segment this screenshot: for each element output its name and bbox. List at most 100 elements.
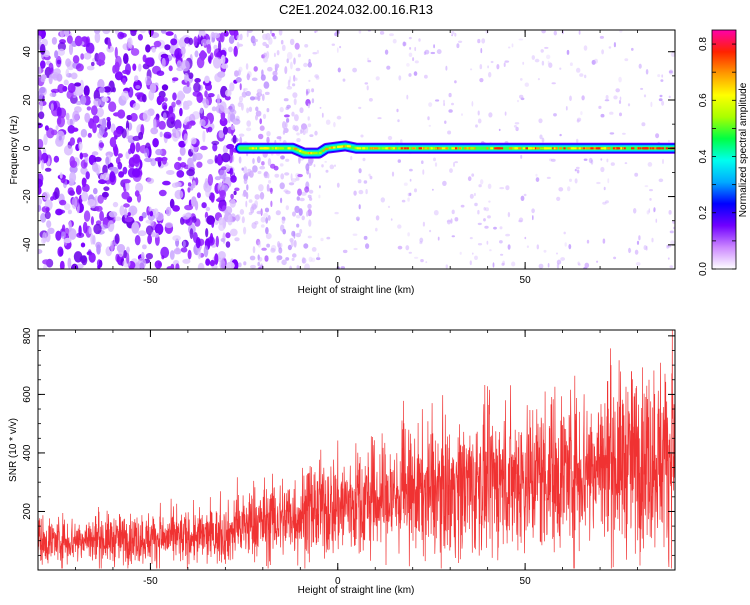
- spectrogram-speckle: [420, 259, 424, 263]
- spectrogram-speckle: [295, 67, 301, 72]
- snr-plot-area: [38, 330, 675, 569]
- spectrogram-speckle: [281, 259, 287, 266]
- spectrogram-speckle: [236, 34, 242, 41]
- spectrogram-speckle: [461, 113, 463, 116]
- spectrogram-speckle: [308, 79, 311, 82]
- spectrogram-speckle: [249, 96, 256, 101]
- snr-x-label: Height of straight line (km): [298, 585, 415, 596]
- spectrogram-speckle: [265, 227, 269, 235]
- spectrogram-speckle: [294, 205, 300, 214]
- spectrogram-speckle: [58, 135, 62, 141]
- spectrogram-speckle: [584, 262, 590, 268]
- spectrogram-speckle: [225, 232, 231, 239]
- spectrogram-speckle: [260, 74, 266, 81]
- spectrogram-speckle: [496, 63, 500, 70]
- spectrogram-speckle: [539, 134, 543, 140]
- spectrogram-speckle: [94, 156, 102, 162]
- signal-band-core: [369, 147, 372, 150]
- spectrogram-speckle: [258, 184, 264, 192]
- spectrogram-speckle: [248, 106, 253, 113]
- spectrogram-speckle: [38, 248, 43, 255]
- spectrogram-speckle: [615, 88, 620, 93]
- spectrogram-speckle: [519, 94, 524, 99]
- spectrogram-speckle: [296, 132, 300, 136]
- spectrogram-speckle: [543, 249, 547, 253]
- spectrogram-speckle: [409, 192, 412, 196]
- spectrogram-speckle: [93, 187, 98, 195]
- snr-frame: [37, 329, 676, 571]
- snr-panel: -50 0 50 200 400 600 800 Height of straight l…: [8, 327, 676, 596]
- spectrogram-speckle: [295, 232, 301, 238]
- spectrogram-speckle: [368, 98, 373, 102]
- spectrogram-speckle: [548, 62, 553, 68]
- signal-band-core: [490, 147, 493, 150]
- spectrogram-speckle: [414, 46, 417, 52]
- spectrogram-speckle: [110, 123, 116, 133]
- spectrogram-speckle: [289, 265, 292, 269]
- spectrogram-speckle: [144, 157, 153, 163]
- spectrogram-speckle: [64, 30, 70, 37]
- spectrogram-speckle: [390, 218, 393, 221]
- spectrogram-speckle: [117, 153, 123, 159]
- spectrogram-speckle: [477, 38, 481, 44]
- spectrogram-speckle: [219, 169, 227, 180]
- spectrogram-speckle: [257, 95, 261, 102]
- spectrogram-speckle: [259, 118, 263, 125]
- signal-band-core: [641, 147, 645, 150]
- snr-series-line: [38, 330, 675, 569]
- spectrogram-speckle: [307, 103, 310, 109]
- spectrogram-speckle: [168, 105, 174, 115]
- spectrogram-speckle: [144, 147, 150, 158]
- signal-band-core: [464, 147, 468, 150]
- spectrogram-speckle: [38, 91, 43, 101]
- spectrogram-speckle: [258, 91, 262, 97]
- spectrogram-speckle: [281, 218, 285, 225]
- spectrogram-speckle: [454, 161, 459, 164]
- spectrogram-speckle: [230, 193, 234, 200]
- spectrogram-speckle: [291, 111, 295, 117]
- spectrogram-speckle: [292, 211, 296, 217]
- spectrogram-speckle: [270, 247, 276, 253]
- spectrogram-speckle: [122, 179, 131, 184]
- spectrogram-speckle: [233, 45, 238, 57]
- spectrogram-speckle: [134, 235, 141, 246]
- spectrogram-speckle: [261, 247, 267, 251]
- spectrogram-speckle: [325, 119, 331, 125]
- spectrogram-speckle: [384, 49, 389, 55]
- spectrogram-speckle: [145, 225, 154, 236]
- spectrogram-speckle: [66, 118, 75, 126]
- spectrogram-speckle: [194, 78, 201, 83]
- signal-band-core: [532, 147, 535, 150]
- spectrogram-speckle: [308, 256, 313, 262]
- spectrogram-speckle: [180, 247, 188, 253]
- spectrogram-speckle: [409, 178, 412, 182]
- spectrogram-speckle: [122, 69, 131, 75]
- spectrogram-speckle: [513, 125, 517, 128]
- spectrogram-speckle: [469, 260, 472, 266]
- spectrogram-speckle: [308, 58, 311, 64]
- signal-band-core: [631, 147, 635, 150]
- spectrogram-speckle: [387, 135, 393, 141]
- spectrogram-speckle: [662, 159, 664, 164]
- spectrogram-speckle: [91, 61, 95, 67]
- spectrogram-speckle: [160, 30, 167, 34]
- spectrogram-speckle: [619, 112, 622, 117]
- spectrogram-speckle: [288, 182, 295, 186]
- spectrogram-speckle: [419, 237, 424, 243]
- spectrogram-speckle: [230, 125, 235, 131]
- spectrogram-speckle: [54, 187, 60, 200]
- spectrogram-speckle: [285, 205, 289, 211]
- spectrogram-speckle: [61, 224, 66, 233]
- spectrogram-speckle: [202, 130, 206, 143]
- spectrogram-speckle: [246, 107, 250, 114]
- spectrogram-speckle: [264, 91, 270, 95]
- spectrogram-speckle: [239, 136, 243, 145]
- spectrogram-speckle: [504, 60, 510, 63]
- spectrogram-speckle: [175, 263, 180, 269]
- spectrogram-speckle: [80, 53, 85, 60]
- spectrogram-speckle: [473, 192, 476, 197]
- spectrogram-speckle: [339, 45, 342, 49]
- spectrogram-speckle: [158, 90, 166, 99]
- spectrogram-speckle: [219, 189, 227, 199]
- spectrogram-speckle: [43, 264, 48, 269]
